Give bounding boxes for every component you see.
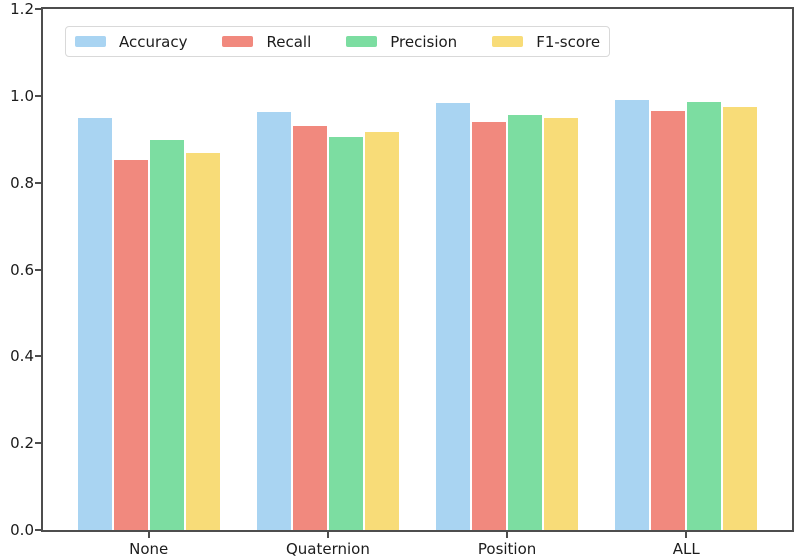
- y-tick-label-1.0: 1.0: [10, 86, 34, 105]
- x-tick-label-none: None: [129, 540, 169, 558]
- bar-recall-quaternion: [292, 125, 327, 530]
- y-tick-mark-0.4: [35, 355, 41, 358]
- bar-group-all: [614, 9, 758, 530]
- y-tick-mark-0.6: [35, 268, 41, 271]
- bar-group-none: [77, 9, 221, 530]
- bar-precision-quaternion: [328, 137, 363, 530]
- bar-precision-none: [149, 139, 184, 530]
- x-tick-mark-quaternion: [326, 532, 329, 538]
- bar-f1-score-quaternion: [364, 132, 399, 530]
- bar-accuracy-quaternion: [256, 112, 291, 530]
- bar-group-position: [435, 9, 579, 530]
- legend-swatch-recall: [222, 36, 254, 47]
- bar-precision-all: [687, 101, 722, 530]
- legend-swatch-f1-score: [492, 36, 524, 47]
- legend-swatch-accuracy: [75, 36, 106, 47]
- y-tick-label-0.6: 0.6: [10, 260, 34, 279]
- legend-label-recall: Recall: [266, 32, 312, 51]
- bar-recall-all: [651, 111, 686, 530]
- bar-f1-score-all: [723, 106, 758, 530]
- x-tick-label-position: Position: [477, 540, 537, 558]
- legend-item-recall: Recall: [222, 33, 311, 51]
- y-tick-label-1.2: 1.2: [10, 0, 34, 18]
- x-tick-label-quaternion: Quaternion: [285, 540, 370, 558]
- bar-group-quaternion: [256, 9, 400, 530]
- bar-recall-position: [472, 121, 507, 530]
- legend: Accuracy Recall Precision F1-score: [65, 26, 611, 57]
- bar-accuracy-all: [615, 100, 650, 530]
- legend-item-f1-score: F1-score: [492, 33, 600, 51]
- legend-label-precision: Precision: [390, 32, 458, 51]
- y-tick-label-0.8: 0.8: [10, 173, 34, 192]
- bar-f1-score-position: [544, 117, 579, 530]
- legend-item-accuracy: Accuracy: [75, 33, 187, 51]
- y-tick-label-0.4: 0.4: [10, 347, 34, 366]
- bar-f1-score-none: [185, 152, 220, 530]
- y-tick-mark-0.0: [35, 529, 41, 531]
- bar-recall-none: [113, 160, 148, 530]
- y-tick-label-0.0: 0.0: [10, 521, 34, 539]
- y-tick-mark-0.2: [35, 442, 41, 445]
- bar-accuracy-position: [436, 103, 471, 530]
- y-tick-mark-1.0: [35, 94, 41, 97]
- x-tick-label-all: ALL: [672, 540, 700, 558]
- y-tick-label-0.2: 0.2: [10, 434, 34, 453]
- bar-precision-position: [508, 115, 543, 530]
- x-tick-mark-none: [147, 532, 150, 538]
- legend-label-f1-score: F1-score: [536, 32, 601, 51]
- plot-area: Accuracy Recall Precision F1-score 0.0 0.2 0.…: [10, 0, 794, 558]
- legend-item-precision: Precision: [346, 33, 457, 51]
- x-tick-mark-all: [685, 532, 688, 538]
- legend-swatch-precision: [346, 36, 378, 47]
- bar-accuracy-none: [77, 117, 112, 530]
- y-tick-mark-1.2: [35, 8, 41, 10]
- legend-label-accuracy: Accuracy: [119, 32, 188, 51]
- y-tick-mark-0.8: [35, 181, 41, 184]
- x-tick-mark-position: [506, 532, 509, 538]
